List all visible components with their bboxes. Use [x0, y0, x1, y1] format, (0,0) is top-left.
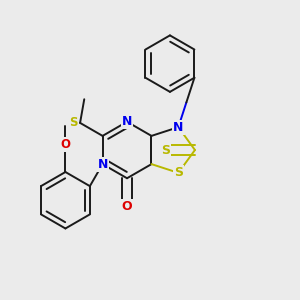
Text: N: N — [98, 158, 108, 171]
Text: S: S — [174, 166, 183, 179]
Text: O: O — [60, 138, 70, 151]
Text: O: O — [122, 200, 132, 213]
Text: N: N — [173, 121, 184, 134]
Text: S: S — [69, 116, 78, 129]
Text: S: S — [161, 143, 170, 157]
Text: N: N — [122, 115, 132, 128]
